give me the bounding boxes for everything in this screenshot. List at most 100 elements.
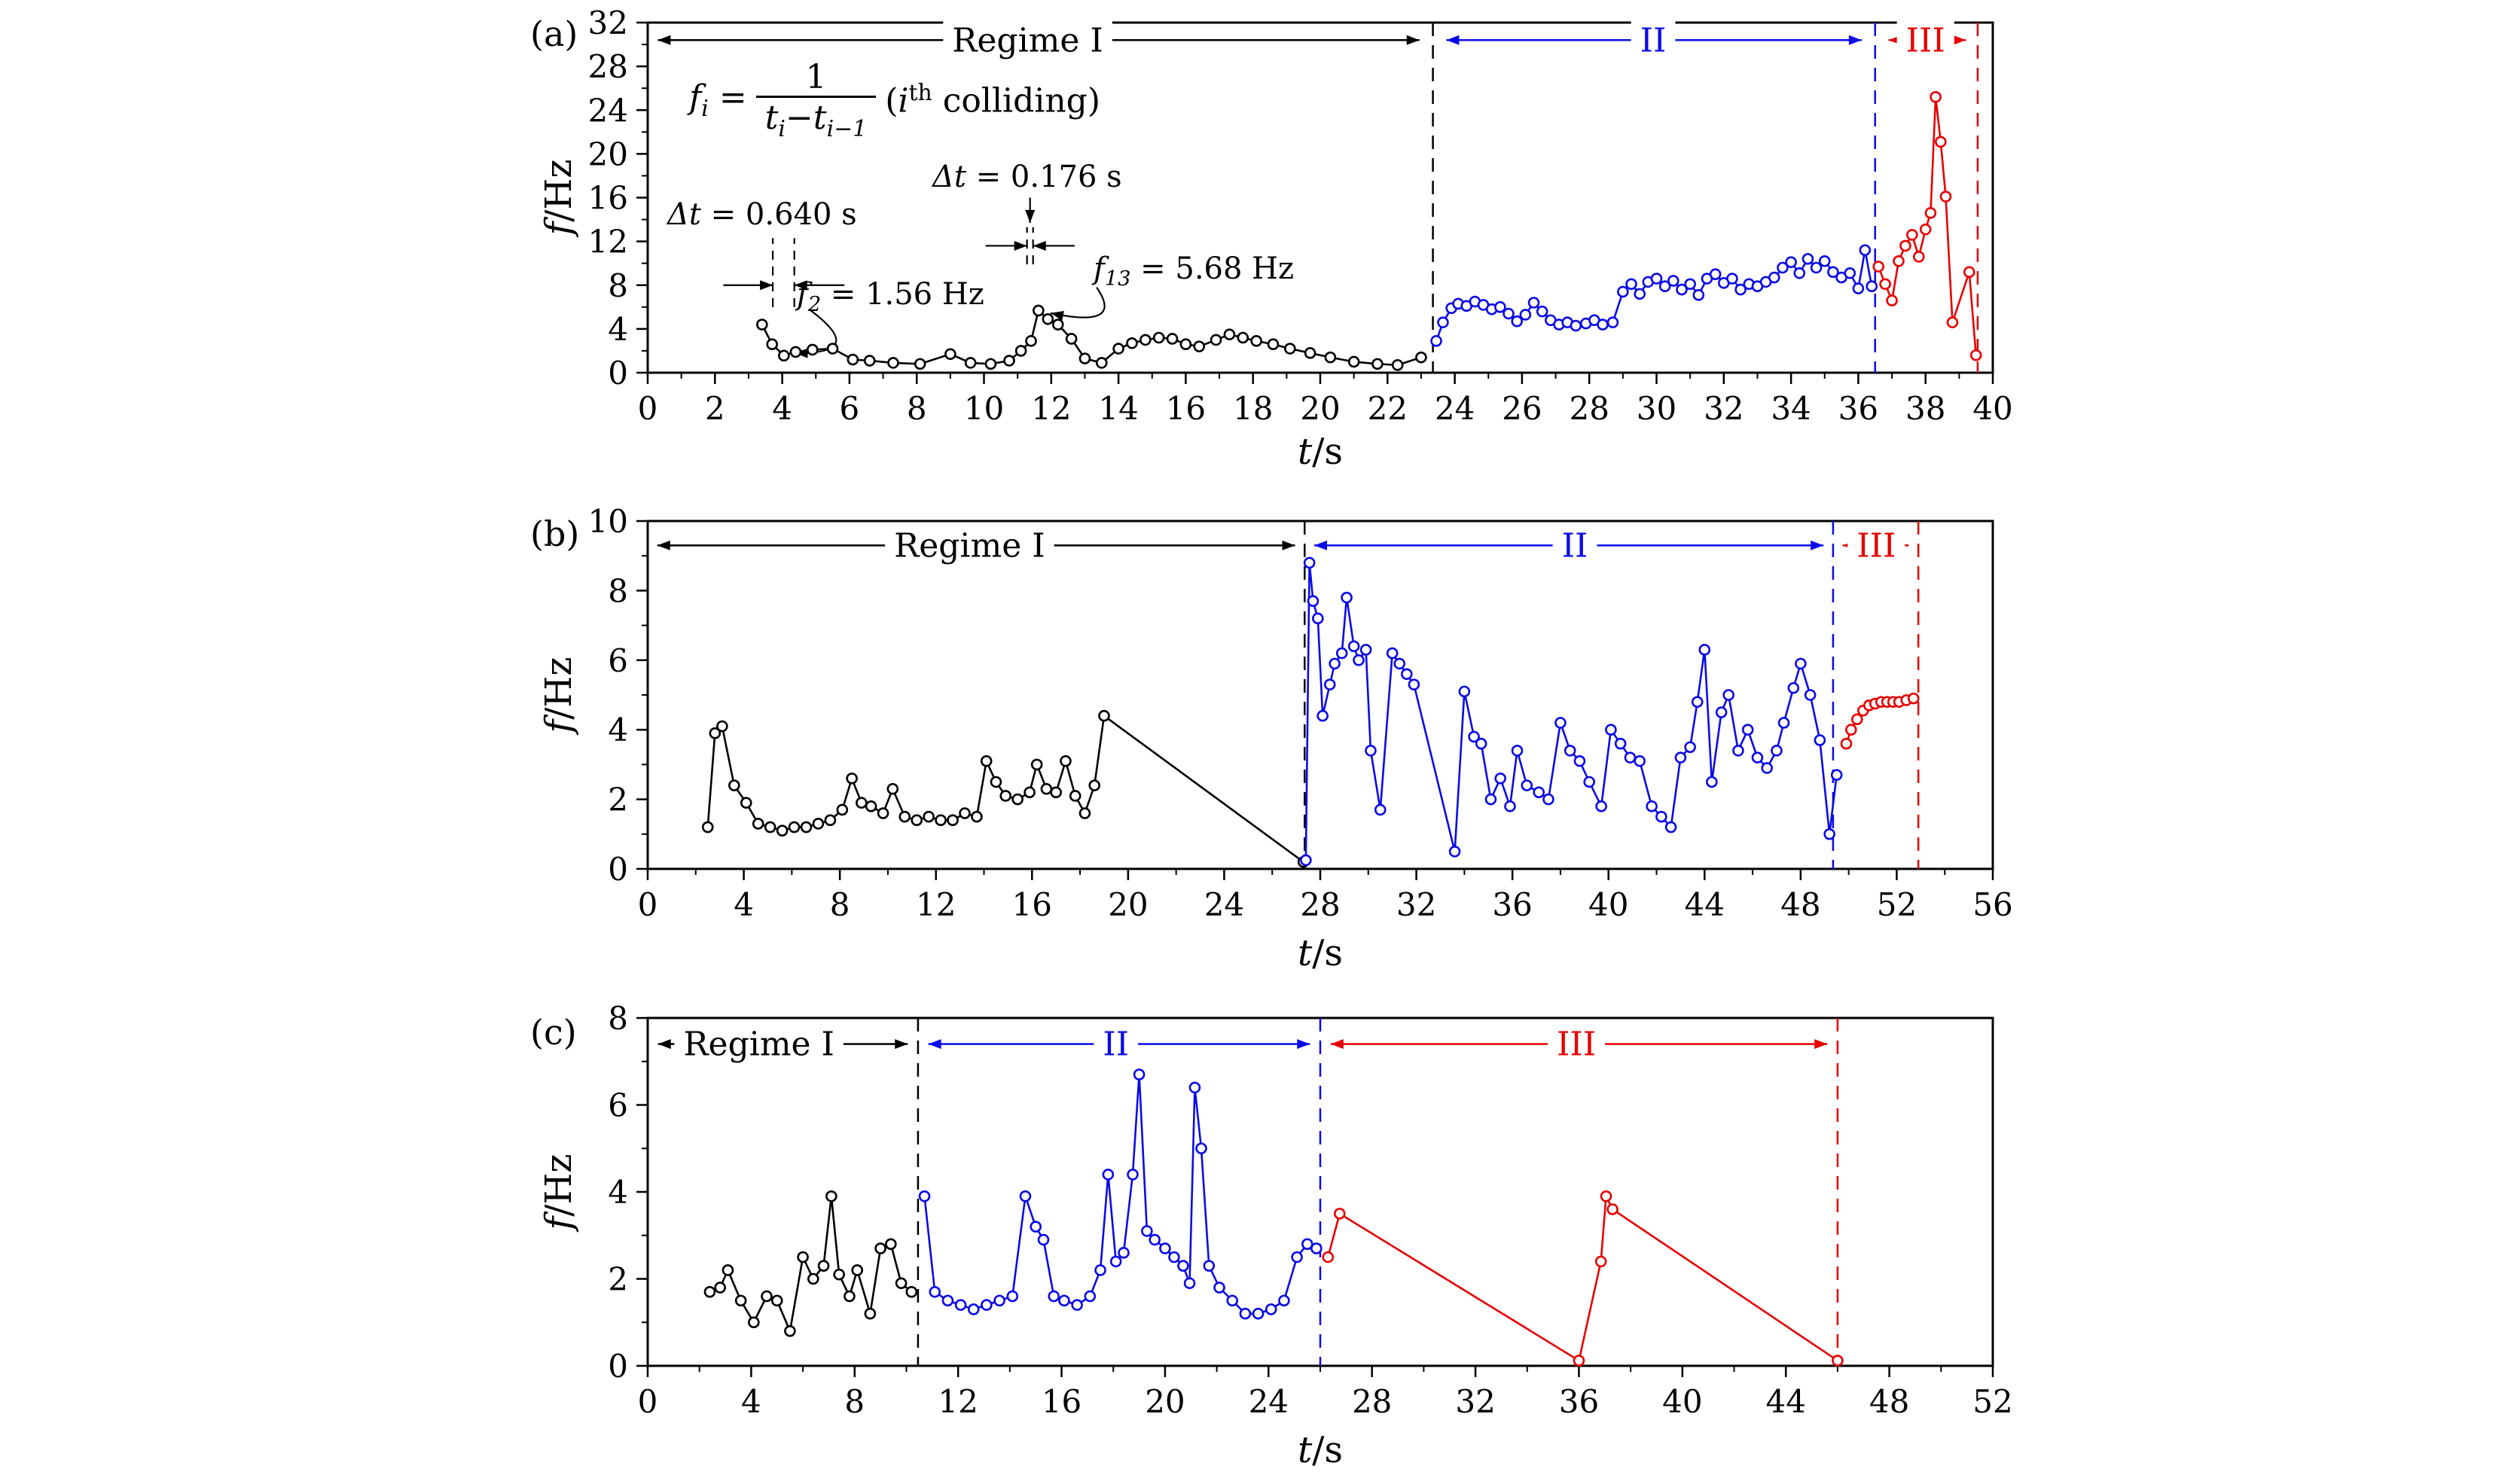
panel-a-label: (a) xyxy=(530,14,578,54)
svg-text:20: 20 xyxy=(1145,1383,1185,1420)
svg-text:2: 2 xyxy=(608,1261,628,1298)
regime-arrow-iii: III xyxy=(1888,21,1966,60)
formula-lhs: fi = xyxy=(689,78,747,123)
svg-text:20: 20 xyxy=(1300,390,1340,427)
svg-text:8: 8 xyxy=(608,572,628,609)
svg-text:6: 6 xyxy=(608,1087,628,1124)
series-regime-ii xyxy=(918,1068,1323,1320)
svg-text:4: 4 xyxy=(608,1174,628,1211)
svg-text:8: 8 xyxy=(608,267,628,304)
svg-text:34: 34 xyxy=(1771,390,1811,427)
svg-text:18: 18 xyxy=(1233,390,1273,427)
svg-text:22: 22 xyxy=(1368,390,1408,427)
regime-arrow-regime-i: Regime I xyxy=(657,526,1295,565)
panel-c-xaxis-label: t/s xyxy=(1297,1429,1344,1471)
regime-arrow-ii: II xyxy=(1314,526,1824,565)
svg-text:32: 32 xyxy=(588,5,628,41)
svg-text:56: 56 xyxy=(1972,886,2012,923)
svg-text:30: 30 xyxy=(1637,390,1676,427)
panel-b-label: (b) xyxy=(530,514,580,554)
svg-text:16: 16 xyxy=(1166,390,1206,427)
svg-text:32: 32 xyxy=(1396,886,1436,923)
svg-text:32: 32 xyxy=(1455,1383,1495,1420)
svg-text:III: III xyxy=(1906,21,1945,59)
panel-b: 0 4 8 12 16 20 24 28 32 36 40 44 48 52 560246810Regime… xyxy=(588,503,2013,923)
svg-text:16: 16 xyxy=(588,180,628,217)
svg-text:8: 8 xyxy=(830,886,850,923)
svg-text:20: 20 xyxy=(1108,886,1148,923)
svg-text:4: 4 xyxy=(608,712,628,748)
formula-denominator: ti−ti−1 xyxy=(755,96,877,142)
regime-arrow-ii: II xyxy=(1446,21,1862,60)
regime-arrow-ii: II xyxy=(928,1025,1310,1064)
series-regime-ii xyxy=(1300,556,1843,867)
svg-text:8: 8 xyxy=(907,390,927,427)
svg-text:16: 16 xyxy=(1012,886,1052,923)
svg-text:II: II xyxy=(1640,21,1667,59)
svg-text:10: 10 xyxy=(964,390,1004,427)
panel-a: 0 2 4 6 8 10 12 14 16 18 20 22 24 26 28 30 32 34 36 38 40048… xyxy=(588,5,2013,427)
series-regime-iii xyxy=(1840,692,1920,750)
svg-text:36: 36 xyxy=(1492,886,1532,923)
svg-text:4: 4 xyxy=(608,311,628,348)
series-regime-iii xyxy=(1872,91,1982,361)
svg-text:24: 24 xyxy=(1249,1383,1289,1420)
svg-text:14: 14 xyxy=(1098,390,1138,427)
svg-text:28: 28 xyxy=(1569,390,1609,427)
svg-text:II: II xyxy=(1562,526,1588,565)
panel-b-xaxis-label: t/s xyxy=(1297,932,1344,974)
panel-a-xaxis-label: t/s xyxy=(1297,431,1344,473)
panel-c-yaxis-label: f/Hz xyxy=(538,1153,580,1230)
regime-arrow-regime-i: Regime I xyxy=(657,21,1420,60)
formula-annotation: fi = 1 ti−ti−1 (ith colliding) xyxy=(689,59,1100,142)
panel-b-yaxis-label: f/Hz xyxy=(538,657,580,733)
svg-text:44: 44 xyxy=(1685,886,1725,923)
svg-text:48: 48 xyxy=(1780,886,1820,923)
svg-text:6: 6 xyxy=(840,390,860,427)
panel-a-yaxis-label: f/Hz xyxy=(538,159,580,236)
svg-text:Regime I: Regime I xyxy=(683,1025,834,1064)
svg-text:8: 8 xyxy=(608,1000,628,1037)
svg-text:24: 24 xyxy=(588,92,628,129)
svg-text:24: 24 xyxy=(1204,886,1244,923)
svg-text:Regime I: Regime I xyxy=(894,526,1045,565)
svg-text:10: 10 xyxy=(588,503,628,540)
svg-text:8: 8 xyxy=(844,1383,865,1420)
svg-text:4: 4 xyxy=(734,886,754,923)
svg-text:III: III xyxy=(1557,1025,1596,1064)
svg-text:12: 12 xyxy=(1031,390,1071,427)
svg-text:28: 28 xyxy=(588,48,628,85)
annotation-dt-0640: Δt = 0.640 s xyxy=(667,197,857,232)
svg-text:24: 24 xyxy=(1435,390,1475,427)
svg-text:40: 40 xyxy=(1662,1383,1702,1420)
svg-text:2: 2 xyxy=(705,390,725,427)
svg-text:40: 40 xyxy=(1972,390,2012,427)
svg-text:6: 6 xyxy=(608,642,628,679)
svg-text:52: 52 xyxy=(1877,886,1917,923)
regime-arrow-iii: III xyxy=(1330,1025,1828,1064)
svg-text:0: 0 xyxy=(608,1348,628,1385)
svg-text:0: 0 xyxy=(638,390,658,427)
regime-arrow-regime-i: Regime I xyxy=(657,1025,908,1064)
series-regime-i xyxy=(703,1190,918,1337)
series-regime-ii xyxy=(1430,244,1878,347)
svg-text:28: 28 xyxy=(1352,1383,1392,1420)
svg-text:2: 2 xyxy=(608,782,628,818)
svg-text:36: 36 xyxy=(1838,390,1878,427)
svg-text:26: 26 xyxy=(1502,390,1542,427)
svg-text:II: II xyxy=(1103,1025,1129,1064)
svg-text:48: 48 xyxy=(1869,1383,1909,1420)
svg-text:Regime I: Regime I xyxy=(952,21,1103,59)
annotation-f13: f13 = 5.68 Hz xyxy=(1094,251,1295,291)
svg-text:4: 4 xyxy=(741,1383,761,1420)
svg-text:III: III xyxy=(1856,526,1896,565)
svg-text:32: 32 xyxy=(1704,390,1744,427)
svg-text:0: 0 xyxy=(608,851,628,888)
panel-c-label: (c) xyxy=(530,1012,577,1053)
series-regime-iii xyxy=(1322,1190,1844,1367)
svg-text:38: 38 xyxy=(1905,390,1945,427)
svg-text:28: 28 xyxy=(1300,886,1340,923)
